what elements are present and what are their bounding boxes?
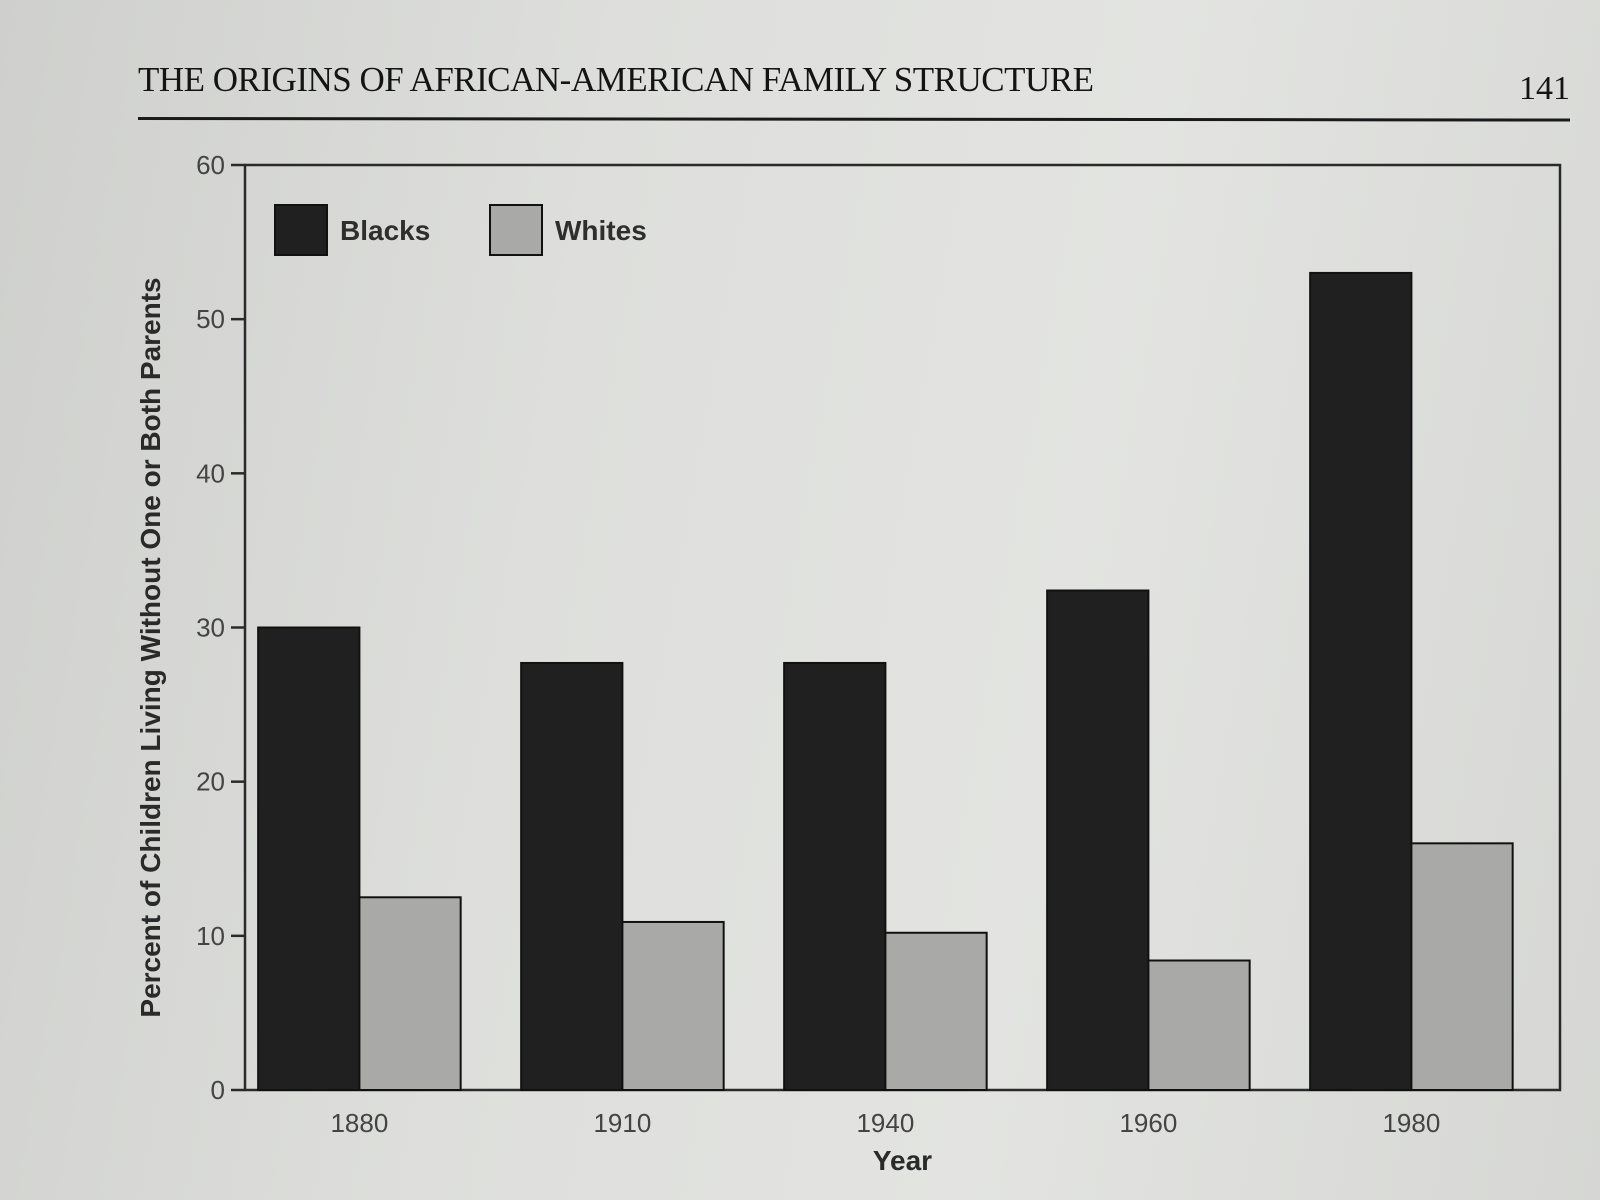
bar-blacks-1940 xyxy=(783,661,887,1091)
x-axis: 1880 1910 1940 1960 1980 xyxy=(330,1108,1440,1138)
y-tick-label: 0 xyxy=(211,1075,225,1105)
x-tick-label: 1910 xyxy=(593,1108,651,1138)
bar-blacks-1980 xyxy=(1309,271,1413,1091)
y-tick-label: 30 xyxy=(196,613,225,643)
y-tick-label: 10 xyxy=(196,921,225,951)
x-tick-label: 1980 xyxy=(1382,1108,1440,1138)
running-head: THE ORIGINS OF AFRICAN-AMERICAN FAMILY S… xyxy=(138,60,1094,99)
y-axis-title: Percent of Children Living Without One o… xyxy=(135,277,166,1017)
bar-whites-1880 xyxy=(358,896,462,1092)
x-tick-label: 1880 xyxy=(330,1108,388,1138)
bar-whites-1980 xyxy=(1410,842,1514,1091)
page-number: 141 xyxy=(1519,70,1570,107)
bar-whites-1910 xyxy=(621,920,725,1091)
legend: Blacks Whites xyxy=(274,204,647,256)
legend-label-blacks: Blacks xyxy=(340,215,430,246)
x-tick-label: 1940 xyxy=(856,1108,914,1138)
legend-swatch-whites xyxy=(489,204,543,256)
legend-swatch-blacks xyxy=(274,204,328,256)
y-tick-label: 50 xyxy=(196,304,225,334)
legend-label-whites: Whites xyxy=(555,215,647,246)
bar-blacks-1960 xyxy=(1046,589,1150,1091)
bars xyxy=(257,271,1514,1092)
bar-blacks-1910 xyxy=(520,661,624,1091)
x-tick-label: 1960 xyxy=(1119,1108,1177,1138)
bar-blacks-1880 xyxy=(257,626,361,1091)
y-tick-label: 20 xyxy=(196,767,225,797)
y-axis: 0 10 20 30 40 50 60 xyxy=(196,150,245,1105)
bar-whites-1940 xyxy=(884,931,988,1091)
y-tick-label: 40 xyxy=(196,458,225,488)
bar-whites-1960 xyxy=(1147,959,1251,1091)
x-axis-title: Year xyxy=(873,1145,932,1176)
y-tick-label: 60 xyxy=(196,150,225,180)
